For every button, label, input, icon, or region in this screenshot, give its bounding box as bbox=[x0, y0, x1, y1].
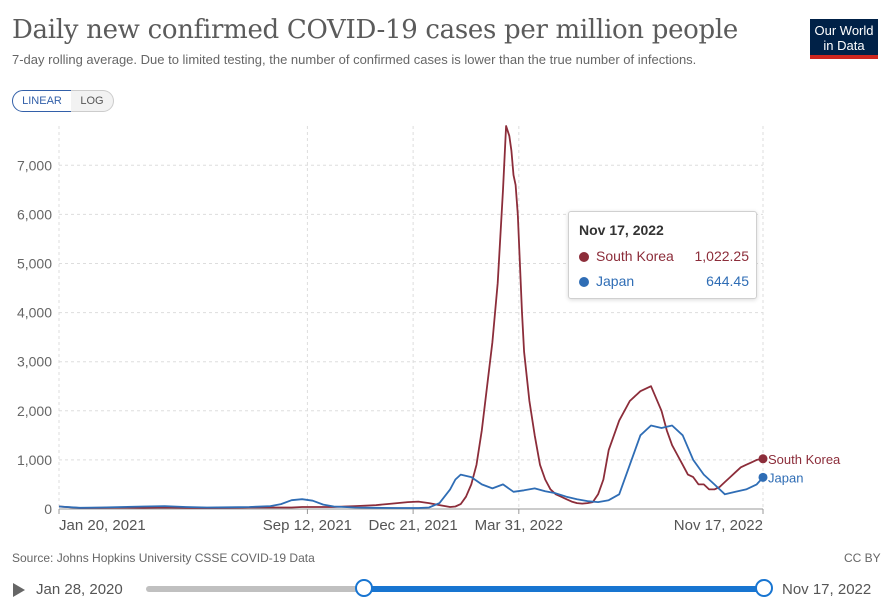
series-lines bbox=[58, 125, 764, 509]
y-tick-label: 4,000 bbox=[17, 305, 52, 321]
hover-tooltip: Nov 17, 2022 South Korea 1,022.25 Japan … bbox=[568, 211, 757, 299]
series-end-labels: South Korea Japan bbox=[758, 452, 841, 485]
logo-accent-bar bbox=[810, 55, 878, 59]
timeline-selected-range bbox=[363, 586, 764, 592]
timeline-end-label: Nov 17, 2022 bbox=[782, 581, 872, 598]
x-tick-label: Mar 31, 2022 bbox=[475, 517, 563, 534]
logo-line-2: in Data bbox=[823, 38, 865, 53]
linear-scale-button[interactable]: LINEAR bbox=[12, 90, 72, 112]
x-axis-ticks: Jan 20, 2021 Sep 12, 2021 Dec 21, 2021 Mar … bbox=[58, 509, 764, 534]
tooltip-series-value: 1,022.25 bbox=[694, 248, 750, 264]
timeline-start-handle[interactable] bbox=[354, 579, 373, 597]
license-link[interactable]: CC BY bbox=[844, 551, 881, 565]
series-end-label: South Korea bbox=[768, 452, 841, 467]
y-tick-label: 7,000 bbox=[17, 157, 52, 173]
tooltip-row-south-korea: South Korea 1,022.25 bbox=[579, 248, 749, 264]
x-tick-label: Sep 12, 2021 bbox=[263, 517, 352, 534]
y-tick-label: 0 bbox=[44, 501, 52, 517]
logo-line-1: Our World bbox=[814, 23, 874, 38]
y-axis-ticks: 0 1,000 2,000 3,000 4,000 5,000 6,000 7,000 bbox=[17, 157, 52, 517]
x-tick-label: Nov 17, 2022 bbox=[674, 517, 763, 534]
series-line-south-korea bbox=[58, 125, 764, 509]
tooltip-series-name: Japan bbox=[596, 273, 635, 289]
south-korea-dot-icon bbox=[579, 252, 589, 262]
y-tick-label: 5,000 bbox=[17, 255, 52, 271]
y-tick-label: 3,000 bbox=[17, 354, 52, 370]
play-icon[interactable] bbox=[13, 583, 25, 597]
chart-subtitle: 7-day rolling average. Due to limited te… bbox=[12, 52, 697, 67]
tooltip-series-value: 644.45 bbox=[706, 273, 749, 289]
y-tick-label: 1,000 bbox=[17, 452, 52, 468]
gridlines bbox=[58, 126, 764, 510]
chart-title: Daily new confirmed COVID-19 cases per m… bbox=[12, 15, 738, 45]
japan-dot-icon bbox=[579, 277, 589, 287]
series-line-japan bbox=[58, 424, 764, 509]
x-tick-label: Jan 20, 2021 bbox=[59, 517, 146, 534]
x-tick-label: Dec 21, 2021 bbox=[368, 517, 457, 534]
timeline-end-handle[interactable] bbox=[755, 579, 773, 597]
series-end-label: Japan bbox=[768, 470, 803, 485]
source-link[interactable]: Source: Johns Hopkins University CSSE CO… bbox=[12, 551, 315, 565]
series-end-marker bbox=[758, 472, 768, 482]
series-end-marker bbox=[758, 454, 768, 464]
tooltip-row-japan: Japan 644.45 bbox=[579, 273, 749, 289]
log-scale-button[interactable]: LOG bbox=[71, 90, 114, 112]
tooltip-date: Nov 17, 2022 bbox=[579, 222, 664, 238]
tooltip-series-name: South Korea bbox=[596, 248, 674, 264]
owid-logo[interactable]: Our World in Data bbox=[810, 19, 878, 58]
timeline-start-label: Jan 28, 2020 bbox=[36, 581, 123, 598]
y-tick-label: 2,000 bbox=[17, 403, 52, 419]
y-tick-label: 6,000 bbox=[17, 206, 52, 222]
line-chart: 0 1,000 2,000 3,000 4,000 5,000 6,000 7,000 Jan… bbox=[17, 125, 841, 534]
